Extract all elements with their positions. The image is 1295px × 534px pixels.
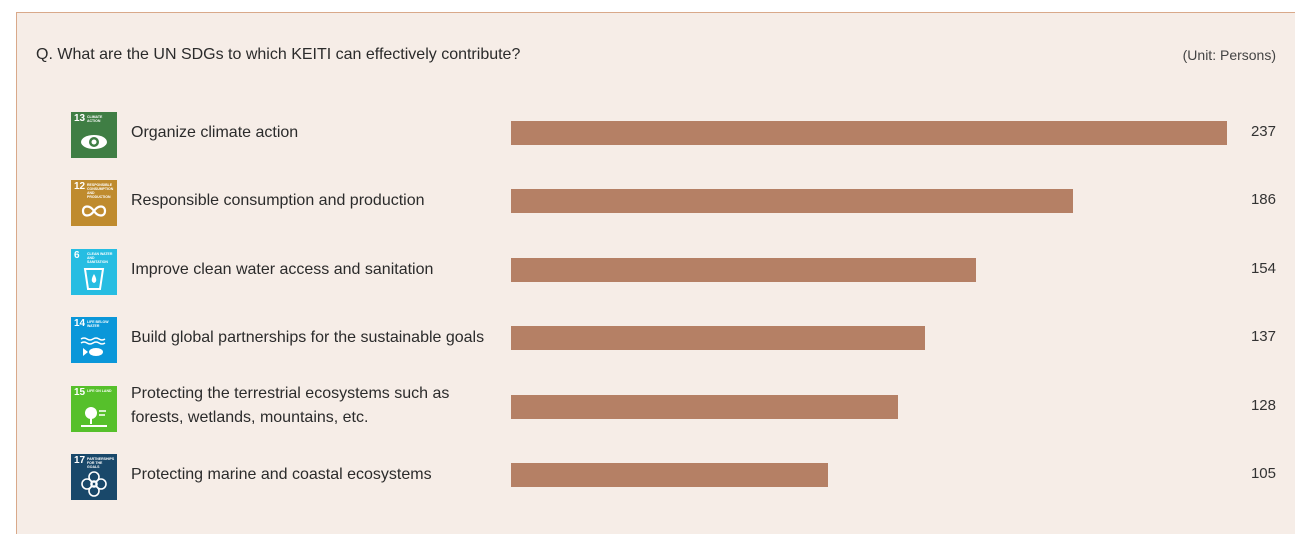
table-row: 14 LIFE BELOW WATER Build global partnersh… [0,314,1295,364]
sdg-caption: LIFE ON LAND [87,389,112,393]
bar [511,326,925,350]
category-label: Organize climate action [131,124,299,141]
table-row: 17 PARTNERSHIPS FOR THE GOALS Protecting m… [0,451,1295,501]
data-label: 105 [1250,465,1276,482]
sdg-number: 15 [74,387,86,398]
sdg-number: 12 [74,181,86,192]
sdg-caption: LIFE BELOW WATER [87,320,109,328]
sdg-caption: CLIMATE ACTION [87,115,103,123]
bar [511,395,898,419]
category-label: Responsible consumption and production [131,192,425,209]
table-row: 12 RESPONSIBLE CONSUMPTION AND PRODUCTION… [0,177,1295,227]
sdg-number: 13 [74,113,86,124]
category-label: Build global partnerships for the sustai… [131,329,485,346]
infinity-icon: 12 RESPONSIBLE CONSUMPTION AND PRODUCTION [71,180,117,226]
tree-icon: 15 LIFE ON LAND [71,386,117,432]
bar [511,463,829,487]
sdg-caption: CLEAN WATER AND SANITATION [87,252,113,264]
chart-title: Q. What are the UN SDGs to which KEITI c… [36,46,521,63]
sdg-number: 14 [74,318,86,329]
bar [511,189,1073,213]
table-row: 13 CLIMATE ACTION Organize climate action 2… [0,109,1295,159]
unit-label: (Unit: Persons) [1182,47,1276,63]
sdg-caption: RESPONSIBLE CONSUMPTION AND PRODUCTION [87,183,114,199]
data-label: 128 [1250,397,1276,414]
sdg-number: 17 [74,455,86,466]
eye-globe-icon: 13 CLIMATE ACTION [71,112,117,158]
data-label: 237 [1250,123,1276,140]
data-label: 137 [1250,328,1276,345]
sdg-caption: PARTNERSHIPS FOR THE GOALS [87,457,115,469]
sdg-number: 6 [74,250,80,261]
category-label: Improve clean water access and sanitatio… [131,261,434,278]
category-label: Protecting marine and coastal ecosystems [131,466,432,483]
table-row: 6 CLEAN WATER AND SANITATION Improve clean… [0,246,1295,296]
data-label: 154 [1250,260,1276,277]
bar [511,258,977,282]
fish-icon: 14 LIFE BELOW WATER [71,317,117,363]
bar [511,121,1227,145]
table-row: 15 LIFE ON LAND Protecting the terrestrial… [0,383,1295,433]
data-label: 186 [1250,191,1276,208]
category-label: Protecting the terrestrial ecosystems su… [131,385,450,426]
water-glass-icon: 6 CLEAN WATER AND SANITATION [71,249,117,295]
flower-icon: 17 PARTNERSHIPS FOR THE GOALS [71,454,117,500]
